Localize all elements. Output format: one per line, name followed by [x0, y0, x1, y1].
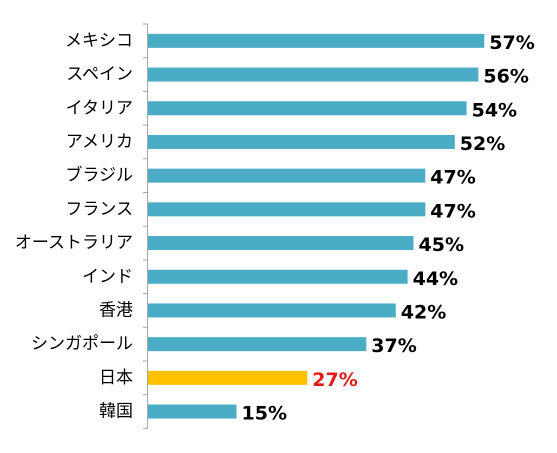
value-label: 54%	[472, 99, 517, 121]
category-labels: メキシコスペインイタリアアメリカブラジルフランスオーストラリアインド香港シンガポ…	[15, 31, 133, 422]
value-label: 52%	[460, 133, 505, 155]
bar-9	[148, 303, 396, 318]
category-label: ブラジル	[65, 165, 133, 186]
value-label: 45%	[419, 234, 464, 256]
category-label: 日本	[99, 368, 133, 388]
value-label: 47%	[430, 200, 475, 222]
value-label: 37%	[371, 335, 416, 357]
bar-11	[148, 370, 308, 385]
bar-1	[148, 33, 485, 48]
value-label: 56%	[483, 66, 528, 88]
bar-2	[148, 67, 479, 82]
bar-12	[148, 404, 237, 419]
value-label: 15%	[242, 403, 287, 425]
value-label: 27%	[312, 369, 357, 391]
bar-8	[148, 269, 408, 284]
category-label: フランス	[65, 199, 133, 219]
category-label: 香港	[99, 300, 133, 320]
bar-5	[148, 168, 426, 183]
bar-6	[148, 202, 426, 217]
bar-3	[148, 101, 467, 116]
category-label: シンガポール	[31, 334, 133, 354]
value-label: 44%	[413, 268, 458, 290]
bar-10	[148, 337, 367, 352]
value-label: 57%	[489, 32, 534, 54]
bar-7	[148, 236, 414, 251]
category-label: インド	[82, 267, 133, 287]
category-label: 韓国	[99, 402, 133, 422]
category-label: メキシコ	[65, 31, 133, 51]
value-label: 42%	[401, 301, 446, 323]
category-label: オーストラリア	[15, 233, 133, 253]
y-axis-ticks	[143, 23, 148, 429]
category-label: アメリカ	[66, 132, 133, 152]
value-label: 47%	[430, 167, 475, 189]
category-label: スペイン	[66, 65, 133, 85]
bars-layer	[148, 33, 485, 419]
bar-4	[148, 134, 455, 149]
category-label: イタリア	[66, 98, 133, 118]
value-labels: 57% 56% 54% 52% 47% 47% 45% 44% 42% 37% 27% 15%	[242, 32, 535, 425]
